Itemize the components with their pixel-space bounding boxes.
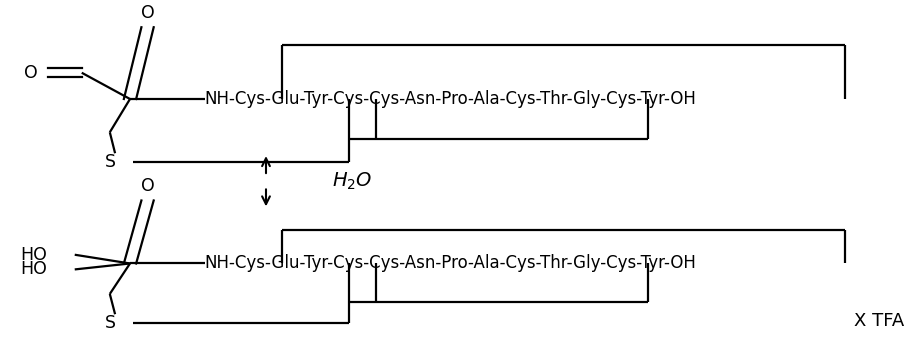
Text: HO: HO — [20, 260, 46, 279]
Text: NH-Cys-Glu-Tyr-Cys-Cys-Asn-Pro-Ala-Cys-Thr-Gly-Cys-Tyr-OH: NH-Cys-Glu-Tyr-Cys-Cys-Asn-Pro-Ala-Cys-T… — [204, 255, 696, 272]
Text: S: S — [105, 153, 116, 171]
Text: X TFA: X TFA — [853, 312, 903, 330]
Text: O: O — [24, 64, 37, 82]
Text: $H_2O$: $H_2O$ — [332, 171, 372, 192]
Text: HO: HO — [20, 246, 46, 264]
Text: NH-Cys-Glu-Tyr-Cys-Cys-Asn-Pro-Ala-Cys-Thr-Gly-Cys-Tyr-OH: NH-Cys-Glu-Tyr-Cys-Cys-Asn-Pro-Ala-Cys-T… — [204, 90, 696, 108]
Text: O: O — [140, 177, 154, 196]
Text: S: S — [105, 314, 116, 332]
Text: O: O — [140, 4, 154, 22]
